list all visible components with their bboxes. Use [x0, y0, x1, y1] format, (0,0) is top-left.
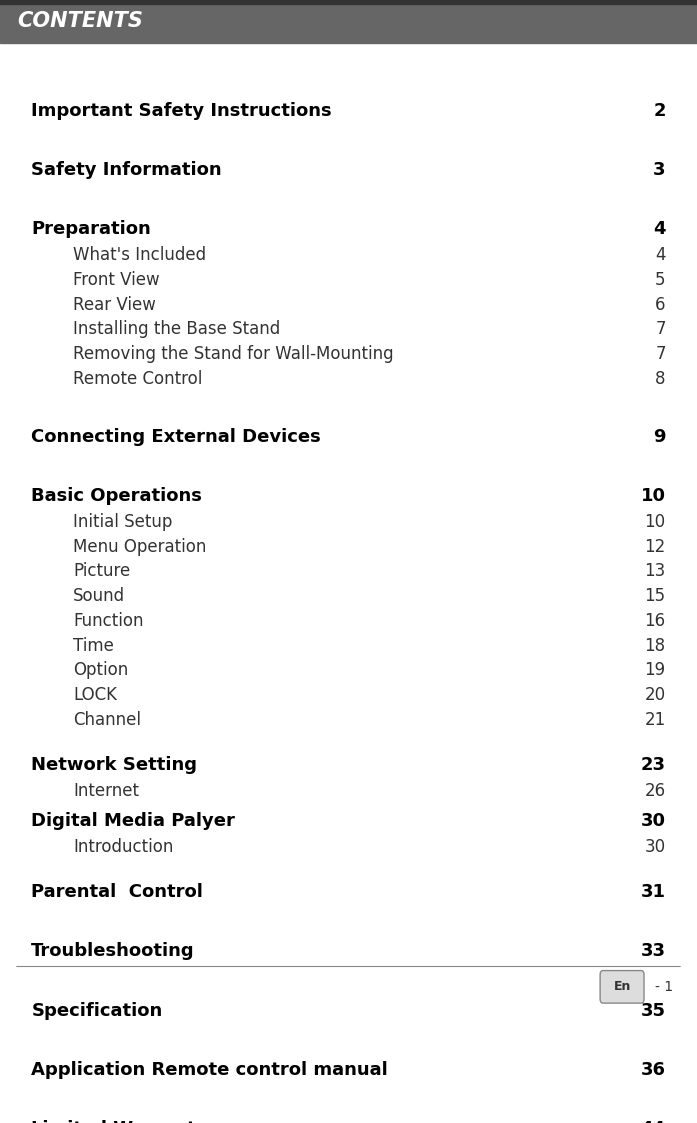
Text: 5: 5: [655, 271, 666, 289]
Text: Menu Operation: Menu Operation: [73, 538, 206, 556]
Text: Basic Operations: Basic Operations: [31, 487, 202, 505]
Text: Picture: Picture: [73, 563, 130, 581]
Text: Digital Media Palyer: Digital Media Palyer: [31, 812, 236, 830]
Text: Installing the Base Stand: Installing the Base Stand: [73, 320, 280, 338]
Text: Safety Information: Safety Information: [31, 161, 222, 179]
Text: 4: 4: [653, 220, 666, 238]
Text: Troubleshooting: Troubleshooting: [31, 942, 195, 960]
Text: Application Remote control manual: Application Remote control manual: [31, 1061, 388, 1079]
Text: 12: 12: [645, 538, 666, 556]
Text: 35: 35: [641, 1002, 666, 1020]
Text: Option: Option: [73, 661, 128, 679]
Text: CONTENTS: CONTENTS: [17, 11, 144, 31]
Text: 8: 8: [655, 369, 666, 387]
Text: Preparation: Preparation: [31, 220, 151, 238]
Text: 23: 23: [641, 756, 666, 774]
Text: 18: 18: [645, 637, 666, 655]
Text: Remote Control: Remote Control: [73, 369, 203, 387]
Text: Limited Warranty: Limited Warranty: [31, 1121, 208, 1123]
Text: 9: 9: [653, 428, 666, 446]
Text: 15: 15: [645, 587, 666, 605]
Text: Sound: Sound: [73, 587, 125, 605]
Text: 33: 33: [641, 942, 666, 960]
Text: 6: 6: [655, 295, 666, 313]
Text: What's Included: What's Included: [73, 246, 206, 264]
Text: 26: 26: [645, 782, 666, 800]
Text: Removing the Stand for Wall-Mounting: Removing the Stand for Wall-Mounting: [73, 345, 394, 363]
Text: 7: 7: [655, 345, 666, 363]
Text: Function: Function: [73, 612, 144, 630]
Text: Introduction: Introduction: [73, 838, 174, 856]
Text: LOCK: LOCK: [73, 686, 117, 704]
Text: Internet: Internet: [73, 782, 139, 800]
FancyBboxPatch shape: [600, 970, 644, 1003]
Text: 30: 30: [641, 812, 666, 830]
Text: Front View: Front View: [73, 271, 160, 289]
Text: En: En: [613, 980, 631, 994]
Text: Important Safety Instructions: Important Safety Instructions: [31, 102, 332, 120]
Text: Time: Time: [73, 637, 114, 655]
Text: 21: 21: [645, 711, 666, 729]
Text: 19: 19: [645, 661, 666, 679]
Text: Specification: Specification: [31, 1002, 162, 1020]
Text: 2: 2: [653, 102, 666, 120]
Text: 4: 4: [655, 246, 666, 264]
Text: 13: 13: [645, 563, 666, 581]
Text: 36: 36: [641, 1061, 666, 1079]
Text: 44: 44: [641, 1121, 666, 1123]
Text: Network Setting: Network Setting: [31, 756, 197, 774]
Text: 10: 10: [641, 487, 666, 505]
Text: Rear View: Rear View: [73, 295, 156, 313]
Text: 10: 10: [645, 513, 666, 531]
Text: Channel: Channel: [73, 711, 141, 729]
Bar: [0, 0, 697, 4]
Text: Initial Setup: Initial Setup: [73, 513, 173, 531]
Text: - 1: - 1: [655, 980, 673, 994]
Text: 30: 30: [645, 838, 666, 856]
Text: 20: 20: [645, 686, 666, 704]
Text: 16: 16: [645, 612, 666, 630]
Text: 31: 31: [641, 883, 666, 901]
Text: Parental  Control: Parental Control: [31, 883, 204, 901]
Text: 7: 7: [655, 320, 666, 338]
Text: Connecting External Devices: Connecting External Devices: [31, 428, 321, 446]
Text: 3: 3: [653, 161, 666, 179]
Bar: [0, 0, 697, 43]
